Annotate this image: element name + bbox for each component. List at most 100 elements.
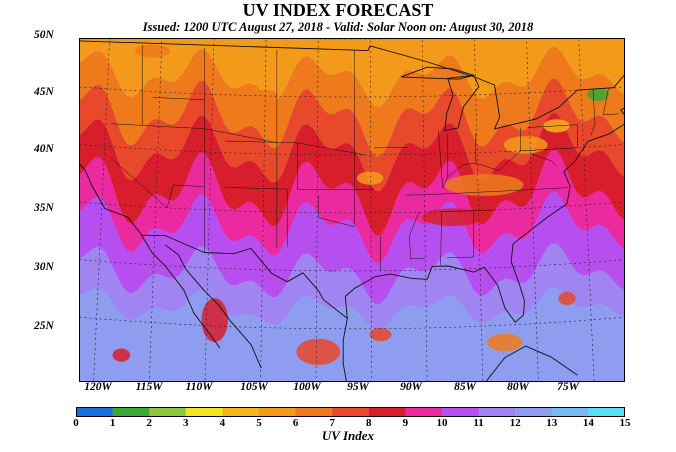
boundary-lines xyxy=(80,40,624,381)
colorbar-segment-1 xyxy=(112,407,150,417)
parallel-25 xyxy=(80,316,624,330)
colorbar-segment-8 xyxy=(368,407,406,417)
colorbar-tick-3: 3 xyxy=(183,417,189,429)
state-line-9 xyxy=(440,211,442,266)
state-line-10 xyxy=(446,210,475,259)
meridian-75 xyxy=(578,39,595,381)
colorbar-tick-15: 15 xyxy=(619,417,631,429)
uv-band-6 xyxy=(80,47,624,157)
lon-label-105w: 105W xyxy=(240,381,268,393)
colorbar-segment-9 xyxy=(405,407,443,417)
lon-label-95w: 95W xyxy=(347,381,369,393)
us-canada-border xyxy=(80,40,624,130)
meridian-100 xyxy=(315,39,319,381)
uv-band-5 xyxy=(80,78,624,191)
uv-band-7 xyxy=(80,39,624,107)
lon-label-100w: 100W xyxy=(293,381,321,393)
lat-label-25n: 25N xyxy=(34,320,54,332)
lat-label-50n: 50N xyxy=(34,29,54,41)
lon-label-85w: 85W xyxy=(454,381,476,393)
state-line-25 xyxy=(603,88,619,116)
parallel-30 xyxy=(80,259,624,272)
lake-superior xyxy=(401,66,475,80)
lat-label-40n: 40N xyxy=(34,143,54,155)
state-line-13 xyxy=(318,195,355,228)
uv-hotspot-1 xyxy=(422,208,484,226)
state-line-14 xyxy=(225,187,288,248)
colorbar-segment-5 xyxy=(259,407,296,417)
uv-hotspot-10 xyxy=(558,291,576,306)
map-title: UV INDEX FORECAST xyxy=(242,0,434,20)
colorbar-segment-4 xyxy=(222,407,260,417)
colorbar-tick-12: 12 xyxy=(509,417,521,429)
state-line-15 xyxy=(166,184,205,208)
state-line-11 xyxy=(409,212,426,260)
colorbar-segment-12 xyxy=(515,407,553,417)
colorbar-tick-1: 1 xyxy=(109,417,116,429)
uv-index-map xyxy=(79,38,625,382)
meridian-80 xyxy=(526,39,539,381)
colorbar-tick-8: 8 xyxy=(366,417,372,429)
meridian-110 xyxy=(204,39,215,381)
colorbar-tick-9: 9 xyxy=(402,417,409,429)
mexico-gulf-coast xyxy=(342,318,348,381)
colorbar-tick-11: 11 xyxy=(473,417,484,429)
uv-band-2 xyxy=(80,191,624,304)
state-line-23 xyxy=(530,153,557,167)
colorbar-tick-14: 14 xyxy=(582,417,594,429)
state-line-19 xyxy=(438,127,521,189)
colorbar-tick-10: 10 xyxy=(436,417,448,429)
colorbar-segment-3 xyxy=(185,407,223,417)
uv-hotspot-9 xyxy=(112,348,131,362)
uv-hotspot-11 xyxy=(356,171,384,185)
lon-label-120w: 120W xyxy=(84,381,112,393)
lat-label-45n: 45N xyxy=(34,86,54,98)
colorbar-label: UV Index xyxy=(321,428,375,443)
lon-label-110w: 110W xyxy=(185,381,213,393)
cuba-coast xyxy=(485,345,578,381)
state-line-3 xyxy=(297,142,375,190)
state-line-22 xyxy=(520,124,578,152)
colorbar-segment-0 xyxy=(76,407,113,417)
us-west-coast xyxy=(80,163,221,349)
uv-band-1 xyxy=(80,243,624,330)
colorbar-tick-0: 0 xyxy=(73,417,79,429)
parallel-35 xyxy=(80,201,624,214)
colorbar-segment-7 xyxy=(332,407,370,417)
state-line-4 xyxy=(225,140,366,156)
lat-label-35n: 35N xyxy=(34,202,54,214)
us-east-gulf-coast xyxy=(344,107,624,323)
uv-hotspot-0 xyxy=(444,173,524,196)
meridian-90 xyxy=(421,39,428,381)
uv-hotspots xyxy=(112,44,610,365)
gulf-of-california-coast xyxy=(164,244,262,369)
uv-hotspot-7 xyxy=(487,333,523,352)
uv-colorbar xyxy=(76,407,625,417)
uv-band-3 xyxy=(80,150,624,263)
meridian-95 xyxy=(369,39,372,381)
uv-hotspot-13 xyxy=(134,44,171,58)
colorbar-tick-7: 7 xyxy=(329,417,335,429)
uv-band-4 xyxy=(80,113,624,236)
uv-hotspot-12 xyxy=(255,89,278,103)
colorbar-segment-11 xyxy=(478,407,516,417)
uv-hotspot-8 xyxy=(369,327,392,342)
colorbar-segment-13 xyxy=(551,407,589,417)
lat-label-30n: 30N xyxy=(34,261,54,273)
meridian-105 xyxy=(260,39,267,381)
colorbar-segment-2 xyxy=(149,407,187,417)
colorbar-tick-13: 13 xyxy=(546,417,558,429)
colorbar-segment-6 xyxy=(295,407,333,417)
lon-label-115w: 115W xyxy=(135,381,163,393)
lon-label-80w: 80W xyxy=(507,381,529,393)
lon-label-75w: 75W xyxy=(557,381,579,393)
lon-label-90w: 90W xyxy=(400,381,422,393)
uv-hotspot-3 xyxy=(587,87,610,102)
state-line-8 xyxy=(441,209,494,212)
state-line-16 xyxy=(110,158,168,209)
colorbar-segment-10 xyxy=(442,407,479,417)
state-line-7 xyxy=(406,187,569,196)
us-mexico-border xyxy=(141,234,348,319)
colorbar-tick-5: 5 xyxy=(256,417,262,429)
uv-hotspot-2 xyxy=(503,136,548,154)
